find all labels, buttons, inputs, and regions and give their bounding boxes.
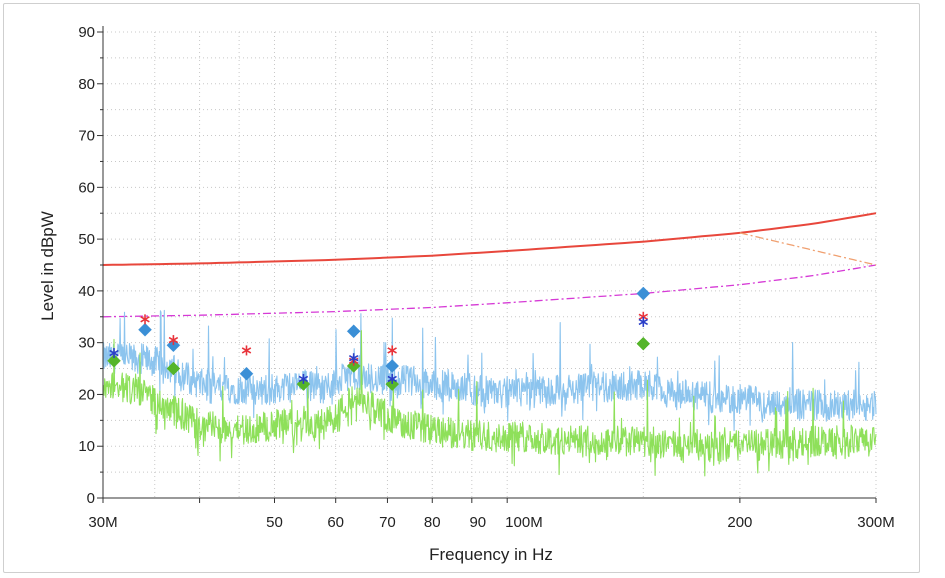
y-tick-label: 50 [78, 231, 95, 248]
asterisk-stroke [348, 355, 359, 362]
asterisk-stroke [109, 349, 119, 357]
marker-asterisk [109, 348, 119, 359]
x-tick-label: 30M [88, 514, 117, 531]
asterisk-stroke [387, 347, 397, 354]
y-tick-label: 0 [87, 490, 95, 507]
marker-asterisk [241, 345, 252, 356]
marker-diamond [346, 324, 361, 339]
marker-diamond [138, 322, 152, 337]
asterisk-stroke [387, 375, 397, 383]
x-tick-label: 80 [424, 514, 441, 531]
measurement-traces [102, 309, 877, 477]
axes [102, 26, 876, 499]
asterisk-stroke [241, 347, 252, 354]
asterisk-stroke [638, 318, 649, 326]
x-tick-label: 50 [266, 514, 283, 531]
marker-diamond [636, 286, 651, 301]
y-tick-label: 20 [78, 386, 95, 403]
y-axis-title: Level in dBpW [38, 211, 57, 321]
marker-asterisk [348, 353, 359, 364]
y-tick-label: 10 [78, 438, 95, 455]
y-tick-label: 80 [78, 76, 95, 93]
marker-asterisk [298, 373, 309, 384]
marker-asterisk [638, 316, 649, 327]
x-tick-label: 300M [857, 514, 895, 531]
marker-diamond [636, 336, 651, 351]
limit-line-0 [102, 212, 877, 266]
marker-asterisk [387, 373, 397, 384]
marker-diamond [239, 366, 254, 381]
y-tick-label: 90 [78, 24, 95, 41]
limit-line-1 [102, 264, 877, 318]
marker-asterisk [387, 345, 397, 356]
y-tick-label: 40 [78, 283, 95, 300]
marker-asterisk [168, 335, 179, 346]
x-tick-label: 60 [327, 514, 344, 531]
chart-frame [3, 3, 920, 573]
trace-average [102, 330, 877, 477]
limit-lines [102, 212, 877, 318]
y-tick-label: 60 [78, 179, 95, 196]
asterisk-stroke [638, 313, 649, 320]
asterisk-stroke [298, 375, 309, 383]
marker-asterisk [140, 314, 150, 325]
limit-line-2 [739, 232, 877, 266]
x-tick-label: 70 [379, 514, 396, 531]
x-tick-label: 100M [505, 514, 543, 531]
y-tick-labels: 0 10 20 30 40 50 60 70 80 90 [78, 24, 103, 507]
marker-diamond [385, 359, 400, 373]
y-tick-label: 70 [78, 128, 95, 145]
marker-diamond [107, 353, 121, 368]
trace-peak [102, 309, 877, 432]
measurement-markers [107, 286, 651, 391]
asterisk-stroke [168, 336, 179, 344]
asterisk-stroke [140, 316, 150, 323]
y-tick-label: 30 [78, 335, 95, 352]
marker-diamond [166, 361, 181, 376]
x-tick-label: 90 [469, 514, 486, 531]
x-tick-label: 200 [727, 514, 752, 531]
x-axis-title: Frequency in Hz [429, 545, 553, 564]
x-tick-labels: 30M 50 60 70 80 90 100M 200 300M [88, 498, 895, 531]
